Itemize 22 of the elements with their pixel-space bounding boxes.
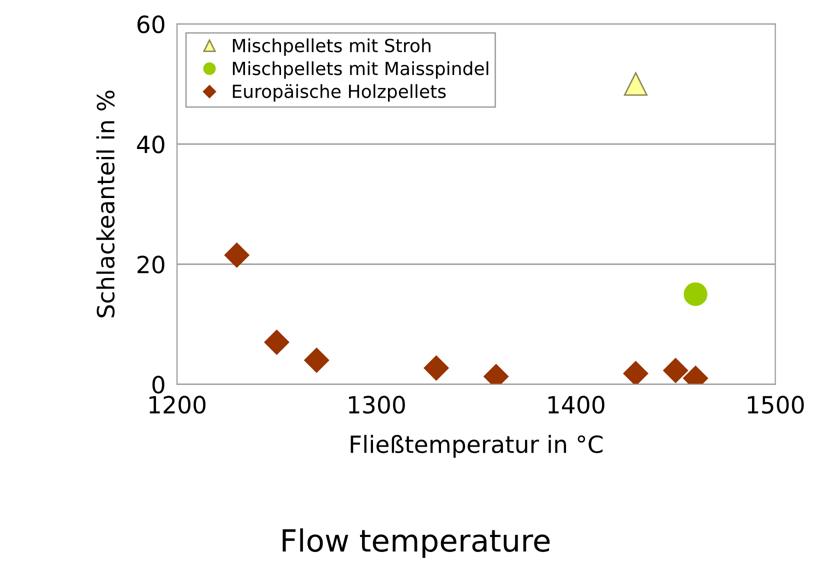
point [424,356,449,381]
point [624,72,648,96]
point [264,330,290,355]
x-tick-label: 1400 [548,396,604,414]
point [623,360,648,384]
legend-label: Mischpellets mit Stroh [232,38,430,56]
legend-label: Mischpellets mit Maisspindel [232,61,488,79]
text: Flow temperature [282,528,550,558]
x-axis-title: Fließtemperatur in °C [350,434,603,458]
x-tick-label: 1500 [748,396,804,414]
point [304,348,330,373]
y-tick-label: 0 [152,376,164,394]
y-tick-label: 40 [137,136,164,154]
point [224,242,250,268]
y-tick-label: 60 [137,15,164,34]
point [663,358,688,383]
point [684,282,708,306]
x-tick-label: 1300 [348,396,405,414]
x-tick-label: 1200 [150,396,206,414]
y-tick-label: 20 [138,256,164,274]
y-axis-title: Schlackeanteil in % [96,90,115,318]
legend-label: Europäische Holzpellets [232,84,446,102]
